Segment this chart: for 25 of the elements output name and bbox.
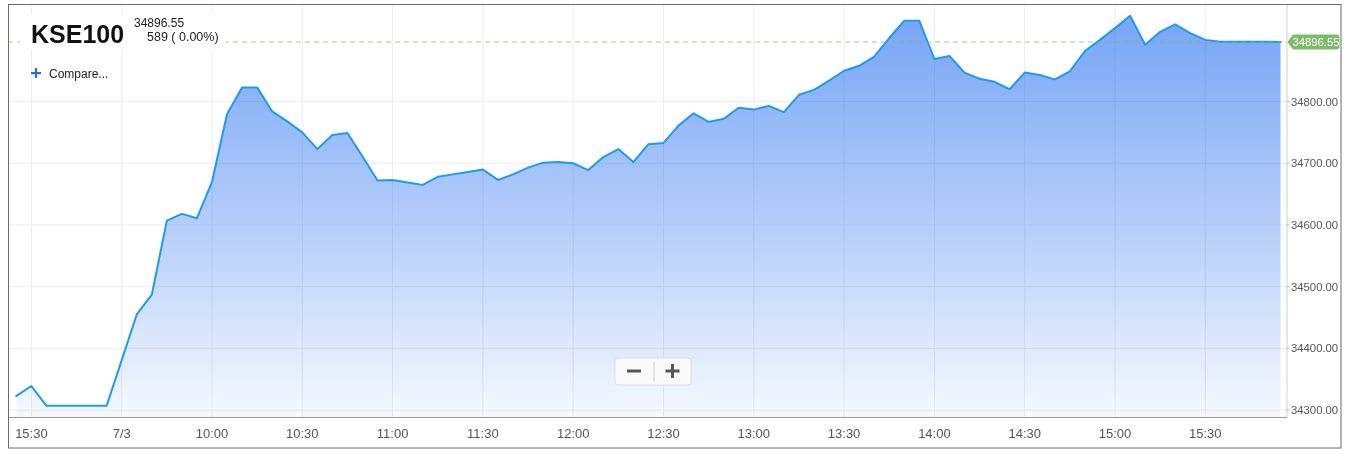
x-tick-label: 7/3 <box>112 426 131 441</box>
x-tick-label: 13:00 <box>737 426 771 441</box>
y-tick-label: 34300.00 <box>1291 404 1339 417</box>
ref-line-label: 34896.55 <box>1292 36 1340 48</box>
annotation: 589 ( 0.00%) <box>147 30 219 44</box>
y-tick-label: 34500.00 <box>1291 280 1339 293</box>
y-tick-label: 34800.00 <box>1291 95 1339 108</box>
x-tick-label: 15:00 <box>1098 426 1132 441</box>
x-tick-label: 10:30 <box>286 426 319 441</box>
x-tick-label: 13:30 <box>827 426 861 441</box>
x-tick-label: 14:30 <box>1008 426 1041 441</box>
x-tick-label: 15:30 <box>1189 426 1222 441</box>
text: 34896.55 <box>134 16 185 30</box>
x-tick-label: 12:00 <box>556 426 590 441</box>
x-tick-label: 11:00 <box>376 426 409 441</box>
text: KSE100 <box>31 20 125 48</box>
annotation: Compare... <box>49 66 109 81</box>
y-tick-label: 34400.00 <box>1291 342 1339 355</box>
x-tick-label: 11:30 <box>467 426 499 441</box>
x-tick-label: 12:30 <box>647 426 680 441</box>
x-tick-label: 10:00 <box>195 426 229 441</box>
y-tick-label: 34600.00 <box>1291 218 1339 231</box>
x-tick-label: 14:00 <box>918 426 951 441</box>
y-tick-label: 34700.00 <box>1291 157 1339 170</box>
x-tick-label: 15:30 <box>15 426 48 441</box>
